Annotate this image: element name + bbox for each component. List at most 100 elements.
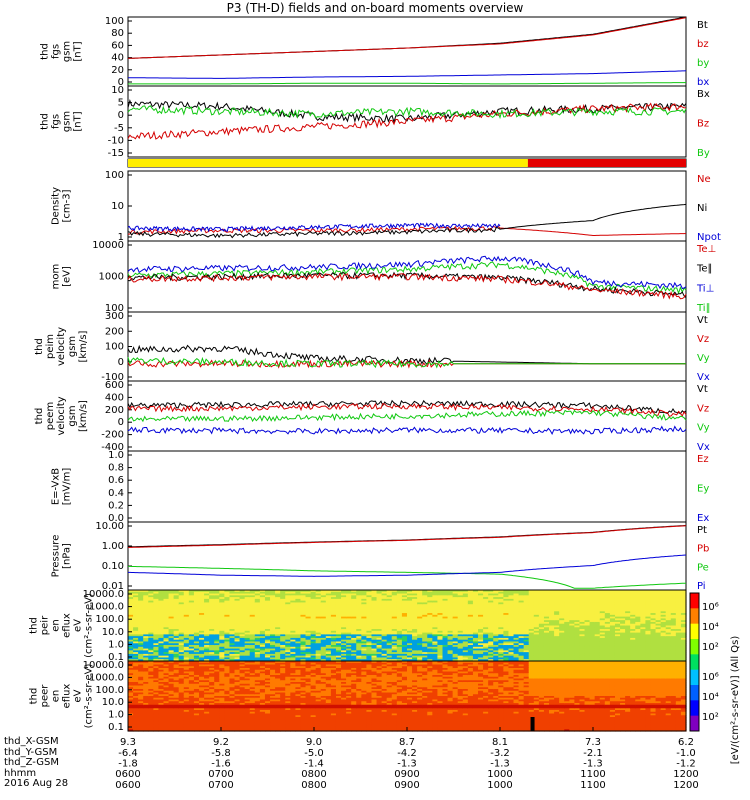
spectrogram-cell xyxy=(351,653,357,657)
spectrogram-cell xyxy=(275,609,281,612)
spectrogram-cell xyxy=(341,607,347,611)
spectrogram-cell xyxy=(371,657,378,660)
spectrogram-cell xyxy=(229,616,236,619)
spectrogram-cell xyxy=(290,598,296,602)
spectrogram-cell xyxy=(325,643,332,646)
spectrogram-cell xyxy=(133,597,139,600)
spectrogram-cell xyxy=(280,636,286,639)
spectrogram-cell xyxy=(168,717,175,720)
spectrogram-cell xyxy=(173,661,180,664)
spectrogram-cell xyxy=(640,652,647,655)
spectrogram-cell xyxy=(523,598,530,602)
spectrogram-cell xyxy=(158,650,165,653)
spectrogram-cell xyxy=(138,621,144,625)
spectrogram-cell xyxy=(138,671,144,674)
spectrogram-cell xyxy=(214,623,220,627)
spectrogram-cell xyxy=(660,614,667,618)
spectrogram-cell xyxy=(133,659,139,662)
spectrogram-cell xyxy=(183,602,190,605)
spectrogram-cell xyxy=(209,609,215,612)
spectrogram-cell xyxy=(665,595,672,598)
spectrogram-cell xyxy=(163,680,170,683)
spectrogram-cell xyxy=(270,652,276,655)
spectrogram-cell xyxy=(193,621,200,625)
spectrogram-cell xyxy=(417,604,423,607)
spectrogram-cell xyxy=(523,625,530,628)
spectrogram-cell xyxy=(224,653,231,657)
spectrogram-cell xyxy=(498,618,504,621)
spectrogram-cell xyxy=(183,611,190,614)
spectrogram-cell xyxy=(264,634,271,637)
spectrogram-cell xyxy=(224,623,231,627)
spectrogram-cell xyxy=(356,620,362,623)
spectrogram-cell xyxy=(630,643,636,646)
spectrogram-cell xyxy=(554,607,560,611)
spectrogram-cell xyxy=(371,643,378,646)
spectrogram-cell xyxy=(508,600,515,604)
spectrogram-cell xyxy=(346,652,352,655)
spectrogram-cell xyxy=(249,618,256,621)
spectrogram-cell xyxy=(437,621,444,625)
spectrogram-cell xyxy=(264,655,271,659)
spectrogram-cell xyxy=(295,623,302,627)
spectrogram-cell xyxy=(427,634,433,637)
spectrogram-cell xyxy=(574,643,581,646)
spectrogram-cell xyxy=(412,637,418,641)
spectrogram-cell xyxy=(437,634,444,637)
spectrogram-cell xyxy=(498,643,504,646)
spectrogram-cell xyxy=(665,600,672,604)
spectrogram-cell xyxy=(457,597,464,600)
spectrogram-cell xyxy=(407,657,413,660)
spectrogram-cell xyxy=(549,650,555,653)
spectrogram-cell xyxy=(214,629,220,632)
spectrogram-cell xyxy=(457,618,464,621)
spectrogram-cell xyxy=(133,722,139,725)
spectrogram-cell xyxy=(361,655,368,659)
spectrogram-cell xyxy=(396,634,403,637)
spectrogram-cell xyxy=(513,625,520,628)
spectrogram-cell xyxy=(457,648,464,651)
spectrogram-cell xyxy=(204,618,210,621)
spectrogram-cell xyxy=(204,625,210,628)
spectrogram-cell xyxy=(158,718,165,722)
spectrogram-cell xyxy=(442,653,449,657)
spectrogram-cell xyxy=(244,602,251,605)
spectrogram-cell xyxy=(346,604,352,607)
spectrogram-cell xyxy=(158,659,165,662)
spectrogram-cell xyxy=(564,605,570,609)
spectrogram-cell xyxy=(625,616,631,619)
spectrogram-cell xyxy=(128,634,134,637)
spectrogram-cell xyxy=(447,611,454,614)
spectrogram-cell xyxy=(462,639,469,643)
spectrogram-cell xyxy=(407,604,413,607)
spectrogram-cell xyxy=(488,625,494,628)
spectrogram-cell xyxy=(625,639,631,643)
spectrogram-cell xyxy=(513,643,520,646)
spectrogram-cell xyxy=(153,630,160,634)
spectrogram-cell xyxy=(391,648,398,651)
spectrogram-cell xyxy=(559,607,565,611)
spectrogram-cell xyxy=(209,595,215,598)
spectrogram-cell xyxy=(407,646,413,650)
spectrogram-cell xyxy=(158,625,165,628)
spectrogram-cell xyxy=(234,604,241,607)
spectrogram-cell xyxy=(128,685,134,688)
spectrogram-cell xyxy=(224,627,231,630)
spectrogram-cell xyxy=(325,597,332,600)
spectrogram-cell xyxy=(224,600,231,604)
spectrogram-cell xyxy=(153,652,160,655)
spectrogram-cell xyxy=(224,646,231,650)
spectrogram-cell xyxy=(249,639,256,643)
spectrogram-cell xyxy=(259,653,266,657)
spectrogram-cell xyxy=(559,595,565,598)
spectrogram-cell xyxy=(183,623,190,627)
spectrogram-cell xyxy=(457,639,464,643)
spectrogram-cell xyxy=(483,605,489,609)
spectrogram-cell xyxy=(503,591,510,595)
spectrogram-cell xyxy=(640,618,647,621)
spectrogram-cell xyxy=(249,648,256,651)
spectrogram-cell xyxy=(569,607,575,611)
spectrogram-cell xyxy=(472,602,479,605)
spectrogram-cell xyxy=(133,676,139,680)
spectrogram-cell xyxy=(148,598,154,602)
